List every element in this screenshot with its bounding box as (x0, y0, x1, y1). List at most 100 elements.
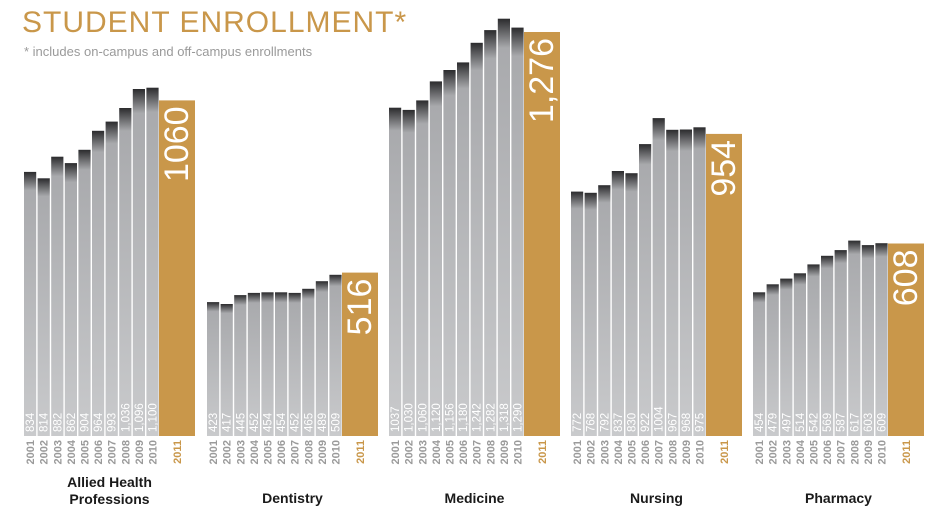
year-label: 2002 (586, 440, 598, 464)
value-label: 964 (93, 412, 105, 432)
highlight-value-label: 954 (705, 140, 743, 197)
value-label: 1,036 (120, 403, 132, 432)
value-label: 830 (627, 413, 639, 432)
value-label: 609 (877, 413, 889, 432)
value-label: 968 (681, 413, 693, 432)
bar-nursing-2010 (693, 127, 706, 437)
bar-pharmacy-2005 (807, 264, 820, 436)
value-label: 1,318 (499, 403, 511, 432)
bar-medicine-2005 (443, 70, 456, 436)
value-label: 569 (822, 413, 834, 432)
year-label: 2011 (355, 440, 367, 464)
year-label: 2005 (263, 440, 275, 464)
value-label: 1,060 (417, 403, 429, 432)
bar-nursing-2001 (571, 191, 584, 436)
year-label: 2007 (290, 440, 302, 464)
value-label: 1004 (654, 406, 666, 432)
year-label: 2011 (901, 440, 913, 464)
year-label: 2008 (849, 440, 861, 464)
year-label: 2001 (208, 440, 220, 464)
value-label: 1,156 (445, 403, 457, 432)
bar-medicine-2011 (524, 32, 560, 436)
bar-dentistry-2008 (302, 288, 315, 436)
bar-allied-health-professions-2003 (51, 156, 64, 436)
value-label: 862 (66, 413, 78, 432)
year-label: 2001 (390, 440, 402, 464)
bar-allied-health-professions-2009 (132, 89, 145, 436)
group-label: Professions (69, 491, 149, 507)
bar-dentistry-2004 (247, 292, 260, 436)
year-label: 2003 (781, 440, 793, 464)
bar-medicine-2003 (416, 100, 429, 437)
bar-dentistry-2005 (261, 292, 274, 436)
highlight-value-label: 1,276 (523, 38, 561, 123)
value-label: 1,096 (134, 403, 146, 432)
year-label: 2008 (303, 440, 315, 464)
value-label: 1,242 (472, 403, 484, 432)
bar-allied-health-professions-2007 (105, 121, 118, 436)
highlight-value-label: 608 (887, 250, 925, 307)
value-label: 454 (263, 412, 275, 432)
year-label: 2010 (148, 440, 160, 464)
bar-allied-health-professions-2010 (146, 87, 159, 436)
value-label: 1,100 (148, 403, 160, 432)
year-label: 2009 (134, 440, 146, 464)
year-label: 2009 (317, 440, 329, 464)
bar-medicine-2004 (429, 81, 442, 437)
bar-dentistry-2009 (315, 281, 328, 436)
year-label: 2004 (613, 439, 625, 464)
value-label: 834 (25, 412, 37, 432)
year-label: 2010 (513, 440, 525, 464)
bar-pharmacy-2001 (753, 292, 766, 436)
value-label: 603 (863, 413, 875, 432)
bar-medicine-2010 (511, 27, 524, 436)
year-label: 2003 (417, 440, 429, 464)
year-label: 2003 (599, 440, 611, 464)
value-label: 479 (768, 413, 780, 432)
value-label: 1,180 (458, 403, 470, 432)
year-label: 2004 (431, 439, 443, 464)
bar-nursing-2011 (706, 133, 742, 436)
value-label: 587 (836, 413, 848, 432)
bar-medicine-2008 (484, 30, 497, 436)
value-label: 454 (276, 412, 288, 432)
year-label: 2002 (222, 440, 234, 464)
chart-title: STUDENT ENROLLMENT* (22, 6, 408, 39)
year-label: 2011 (537, 440, 549, 464)
value-label: 465 (303, 413, 315, 432)
year-label: 2003 (235, 440, 247, 464)
year-label: 2009 (863, 440, 875, 464)
year-label: 2001 (754, 440, 766, 464)
year-label: 2002 (768, 440, 780, 464)
value-label: 423 (208, 413, 220, 432)
value-label: 1,120 (431, 403, 443, 432)
value-label: 993 (107, 413, 119, 432)
bar-dentistry-2002 (220, 304, 233, 436)
year-label: 2006 (458, 440, 470, 464)
value-label: 922 (640, 413, 652, 432)
bar-pharmacy-2004 (793, 273, 806, 436)
year-label: 2006 (276, 440, 288, 464)
year-label: 2003 (52, 440, 64, 464)
year-label: 2009 (681, 440, 693, 464)
bar-allied-health-professions-2008 (119, 108, 132, 436)
year-label: 2010 (877, 440, 889, 464)
year-label: 2008 (485, 440, 497, 464)
bar-pharmacy-2002 (766, 284, 779, 436)
year-label: 2008 (667, 440, 679, 464)
value-label: 792 (599, 413, 611, 432)
value-label: 814 (39, 412, 51, 432)
bar-medicine-2006 (457, 62, 470, 437)
bar-medicine-2001 (389, 107, 402, 436)
bar-nursing-2002 (584, 192, 597, 436)
year-label: 2005 (80, 440, 92, 464)
value-label: 772 (572, 413, 584, 432)
year-label: 2009 (499, 440, 511, 464)
bar-allied-health-professions-2002 (37, 178, 50, 437)
year-label: 2001 (572, 440, 584, 464)
value-label: 509 (331, 413, 343, 432)
bar-nursing-2009 (679, 129, 692, 436)
value-label: 417 (222, 413, 234, 432)
value-label: 882 (52, 413, 64, 432)
value-label: 617 (849, 413, 861, 432)
